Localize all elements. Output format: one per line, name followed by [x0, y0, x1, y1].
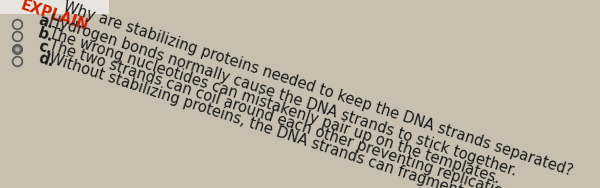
- Text: The wrong nucleotides can mistakenly pair up on the templates.: The wrong nucleotides can mistakenly pai…: [47, 26, 502, 186]
- Text: c.: c.: [36, 38, 54, 57]
- Text: Why are stabilizing proteins needed to keep the DNA strands separated?: Why are stabilizing proteins needed to k…: [57, 0, 575, 179]
- Text: Hydrogen bonds normally cause the DNA strands to stick together.: Hydrogen bonds normally cause the DNA st…: [47, 13, 518, 179]
- Text: b.: b.: [36, 26, 56, 45]
- Polygon shape: [0, 0, 109, 14]
- Text: EXPLAIN: EXPLAIN: [19, 0, 91, 34]
- Text: d.: d.: [36, 51, 56, 70]
- Text: The two strands can coil around each other preventing replication.: The two strands can coil around each oth…: [47, 38, 517, 188]
- Text: a.: a.: [36, 13, 55, 32]
- Text: Without stabilizing proteins, the DNA strands can fragment.: Without stabilizing proteins, the DNA st…: [47, 51, 469, 188]
